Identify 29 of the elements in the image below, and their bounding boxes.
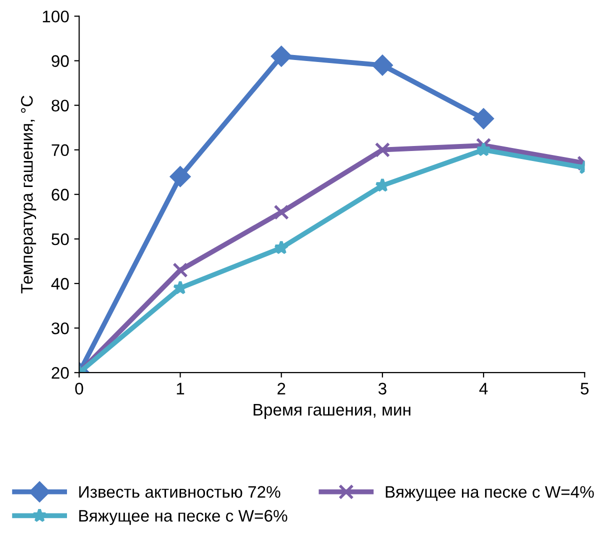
y-tick-label: 80 [52,100,69,112]
x-tick-label: 3 [378,382,386,395]
y-tick-label: 100 [42,10,69,22]
point [271,46,292,67]
legend-label: Известь активностью 72% [79,486,280,498]
legend-label: Вяжущее на песке с W=4% [386,486,594,502]
y-tick-label: 40 [51,278,69,290]
point [476,142,491,156]
point [274,204,289,220]
point [170,166,190,187]
y-tick-label: 50 [52,233,69,246]
y-tick-label: 70 [52,144,69,156]
y-axis-title: Температура гашения, °C [20,96,36,294]
x-tick-label: 5 [580,382,589,395]
x-axis-title: Время гашения, мин [254,404,410,419]
point [274,240,289,254]
y-tick-label: 20 [52,367,69,379]
y-tick-label: 60 [52,188,69,201]
y-tick-label: 30 [52,322,69,334]
x-tick-label: 1 [176,382,184,394]
point [372,54,393,76]
x-tick-label: 4 [479,382,488,394]
point [374,142,390,158]
x-tick-label: 2 [278,382,286,394]
point [172,262,188,278]
x-tick-label: 0 [75,382,84,395]
legend-label: Вяжущее на песке с W=6% [79,510,288,525]
point [473,108,494,129]
y-tick-label: 90 [52,55,69,67]
